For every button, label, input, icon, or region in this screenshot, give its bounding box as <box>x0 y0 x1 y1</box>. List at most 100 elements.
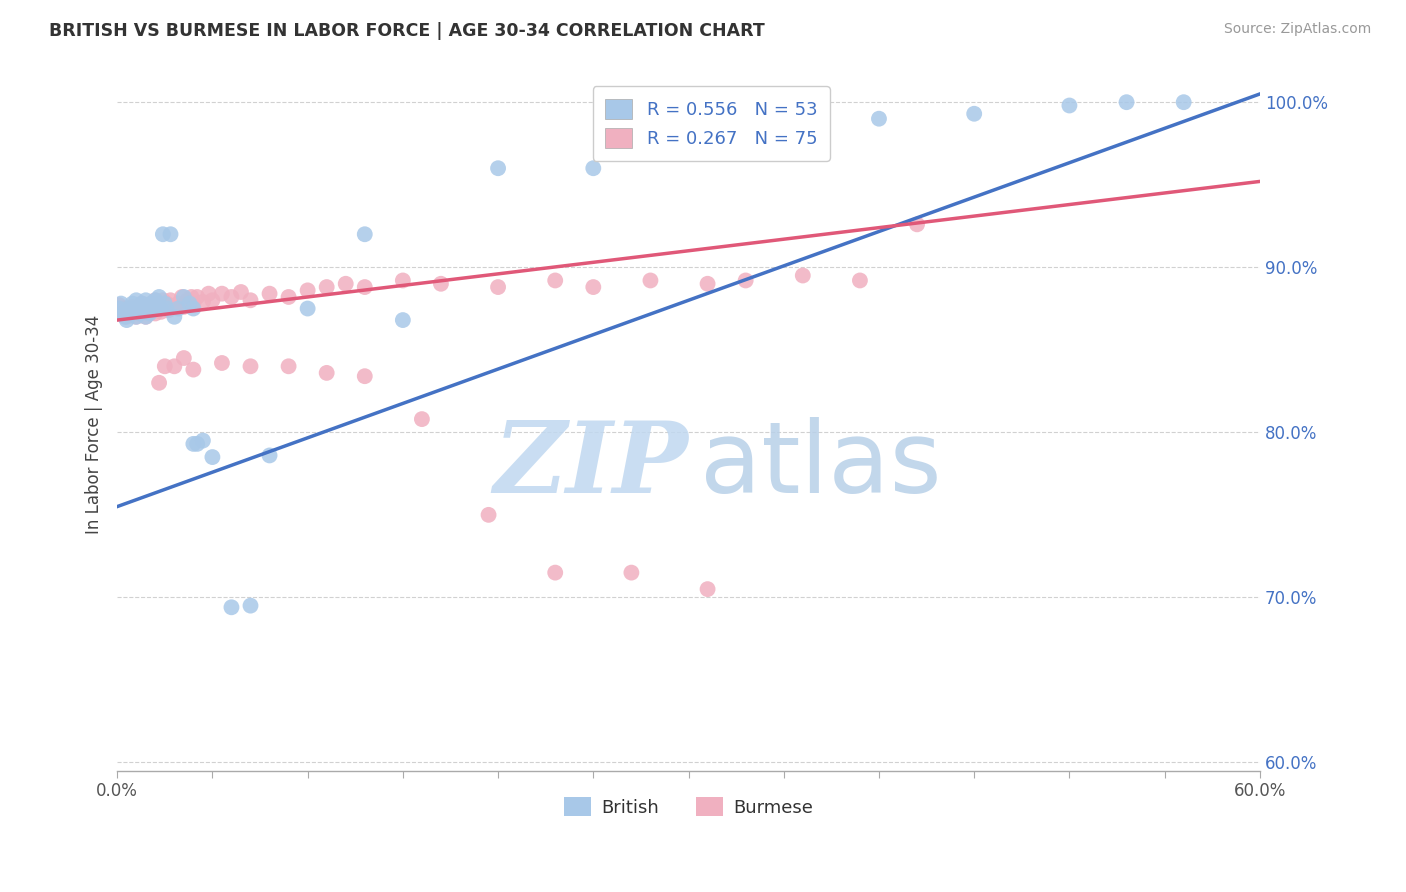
Point <box>135 310 157 324</box>
Point <box>150 301 173 316</box>
Point <box>353 369 375 384</box>
Point <box>173 351 195 365</box>
Point <box>792 268 814 283</box>
Point <box>392 273 415 287</box>
Point <box>146 296 169 310</box>
Point <box>111 306 134 320</box>
Point <box>115 313 138 327</box>
Point <box>353 227 375 242</box>
Point <box>152 227 174 242</box>
Point <box>582 161 605 176</box>
Point <box>148 296 170 310</box>
Point <box>156 296 179 310</box>
Point <box>353 280 375 294</box>
Point <box>179 296 201 310</box>
Point <box>115 310 138 324</box>
Point <box>544 273 567 287</box>
Point <box>211 286 233 301</box>
Point <box>138 305 160 319</box>
Point <box>148 290 170 304</box>
Point <box>180 290 202 304</box>
Point <box>849 273 872 287</box>
Point <box>221 290 243 304</box>
Point <box>124 305 146 319</box>
Point <box>141 296 163 310</box>
Point <box>239 359 262 374</box>
Point <box>239 293 262 308</box>
Point <box>183 362 205 376</box>
Legend: British, Burmese: British, Burmese <box>557 790 821 824</box>
Point <box>167 301 190 316</box>
Point <box>392 313 415 327</box>
Point <box>430 277 453 291</box>
Point <box>297 301 319 316</box>
Point <box>142 301 165 316</box>
Point <box>176 293 198 308</box>
Point <box>159 227 181 242</box>
Point <box>143 293 166 308</box>
Point <box>129 306 152 320</box>
Point <box>135 310 157 324</box>
Point <box>163 300 186 314</box>
Point <box>143 293 166 308</box>
Point <box>582 280 605 294</box>
Point <box>259 286 281 301</box>
Point <box>259 449 281 463</box>
Point <box>124 301 146 316</box>
Text: Source: ZipAtlas.com: Source: ZipAtlas.com <box>1223 22 1371 37</box>
Point <box>114 301 136 316</box>
Point <box>696 277 718 291</box>
Point <box>129 306 152 320</box>
Point <box>153 296 176 310</box>
Point <box>135 293 157 308</box>
Point <box>1173 95 1195 110</box>
Point <box>868 112 890 126</box>
Point <box>153 300 176 314</box>
Point <box>108 298 131 312</box>
Point <box>277 290 299 304</box>
Point <box>167 296 190 310</box>
Point <box>138 306 160 320</box>
Point <box>963 107 986 121</box>
Point <box>335 277 357 291</box>
Point <box>411 412 433 426</box>
Point <box>142 301 165 316</box>
Point <box>201 450 224 464</box>
Point <box>120 306 142 320</box>
Point <box>696 582 718 596</box>
Point <box>186 437 208 451</box>
Point <box>157 303 180 318</box>
Point <box>136 301 159 316</box>
Point <box>221 600 243 615</box>
Point <box>734 273 756 287</box>
Text: ZIP: ZIP <box>494 417 689 514</box>
Point <box>239 599 262 613</box>
Point <box>141 296 163 310</box>
Text: BRITISH VS BURMESE IN LABOR FORCE | AGE 30-34 CORRELATION CHART: BRITISH VS BURMESE IN LABOR FORCE | AGE … <box>49 22 765 40</box>
Point <box>152 293 174 308</box>
Point <box>110 296 132 310</box>
Point <box>640 273 662 287</box>
Point <box>201 293 224 308</box>
Point <box>183 296 205 310</box>
Point <box>170 290 193 304</box>
Point <box>143 306 166 320</box>
Point <box>121 296 143 310</box>
Point <box>131 296 153 310</box>
Point <box>117 303 139 318</box>
Point <box>620 566 643 580</box>
Point <box>159 293 181 308</box>
Point <box>1115 95 1137 110</box>
Point <box>211 356 233 370</box>
Point <box>153 359 176 374</box>
Point <box>125 310 148 324</box>
Point <box>120 306 142 320</box>
Point <box>117 301 139 316</box>
Point <box>108 301 131 316</box>
Y-axis label: In Labor Force | Age 30-34: In Labor Force | Age 30-34 <box>86 315 103 533</box>
Point <box>315 366 337 380</box>
Point <box>297 284 319 298</box>
Point <box>277 359 299 374</box>
Point <box>163 359 186 374</box>
Point <box>136 300 159 314</box>
